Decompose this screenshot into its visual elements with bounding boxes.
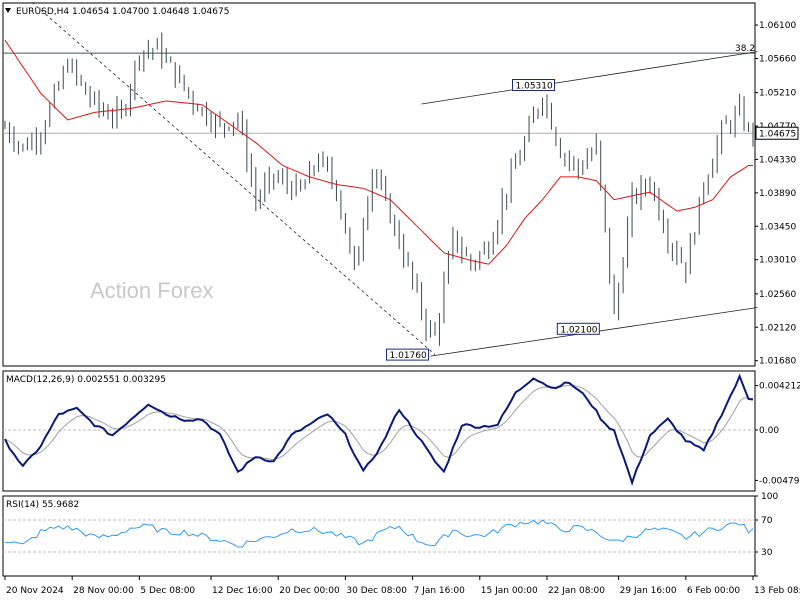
- price-label: 1.02100: [560, 325, 597, 335]
- price-tick-label: 1.01680: [759, 357, 796, 367]
- rsi-tick-label: 100: [761, 492, 778, 502]
- price-label: 1.05310: [516, 82, 553, 92]
- chart-header: EURUSD,H4 1.04654 1.04700 1.04648 1.0467…: [5, 7, 229, 510]
- price-label-box: [512, 79, 556, 92]
- rsi-panel: 100 70 30: [2, 492, 778, 577]
- watermark: Action Forex: [90, 278, 214, 303]
- trendline-downtrend: [31, 1, 436, 355]
- price-label-box: [386, 348, 430, 361]
- moving-average-line: [4, 39, 753, 265]
- macd-frame: [2, 370, 756, 492]
- time-tick-label: 5 Dec 08:00: [140, 586, 195, 596]
- time-tick-label: 29 Jan 16:00: [620, 586, 677, 596]
- rsi-frame: [2, 495, 756, 577]
- price-panel: 1.061001.056601.052101.047701.043301.038…: [2, 1, 799, 367]
- current-price-label: 1.04675: [759, 130, 796, 140]
- trendline-upper-channel: [421, 51, 758, 105]
- time-tick-label: 20 Nov 2024: [6, 586, 64, 596]
- rsi-line: [4, 519, 754, 548]
- time-axis: 20 Nov 2024 28 Nov 00:00 5 Dec 08:00 12 Dec…: [4, 576, 800, 596]
- price-tick-label: 1.02560: [759, 290, 796, 300]
- time-tick-label: 6 Feb 00:00: [687, 586, 741, 596]
- time-tick-label: 20 Dec 00:00: [279, 586, 340, 596]
- chart-header-label: EURUSD,H4 1.04654 1.04700 1.04648 1.0467…: [16, 7, 229, 17]
- price-frame: [2, 2, 756, 367]
- price-tick-label: 1.02120: [759, 323, 796, 333]
- price-tick-label: 1.06100: [759, 21, 796, 31]
- macd-tick-label: 0.004212: [759, 382, 800, 392]
- rsi-label: RSI(14) 55.9682: [6, 500, 79, 510]
- time-tick-label: 30 Dec 08:00: [346, 586, 407, 596]
- time-tick-label: 7 Jan 16:00: [414, 586, 466, 596]
- time-tick-label: 22 Jan 08:00: [548, 586, 605, 596]
- time-tick-label: 15 Jan 00:00: [481, 586, 538, 596]
- rsi-tick-label: 70: [761, 516, 773, 526]
- fib-label: 38.2: [735, 44, 755, 54]
- current-price-tag: [755, 126, 799, 140]
- price-tick-label: 1.03010: [759, 256, 796, 266]
- time-tick-label: 28 Nov 00:00: [73, 586, 134, 596]
- price-tick-label: 1.05660: [759, 54, 796, 64]
- price-tick-label: 1.04330: [759, 155, 796, 165]
- macd-line: [4, 373, 754, 487]
- macd-tick-label: 0.00: [759, 426, 779, 436]
- macd-panel: 0.004212 0.00 -0.004794: [2, 370, 800, 492]
- macd-label: MACD(12,26,9) 0.002551 0.003295: [6, 375, 166, 385]
- macd-signal-line: [4, 384, 754, 461]
- time-tick-label: 13 Feb 08:00: [754, 586, 800, 596]
- price-label-box: [556, 322, 600, 335]
- collapse-triangle-icon[interactable]: [5, 8, 11, 13]
- price-tick-label: 1.03450: [759, 222, 796, 232]
- price-label: 1.01760: [390, 351, 427, 361]
- rsi-tick-label: 30: [761, 548, 773, 558]
- time-tick-label: 12 Dec 16:00: [212, 586, 273, 596]
- macd-tick-label: -0.004794: [759, 476, 800, 486]
- price-tick-label: 1.05210: [759, 89, 796, 99]
- price-tick-label: 1.03890: [759, 189, 796, 199]
